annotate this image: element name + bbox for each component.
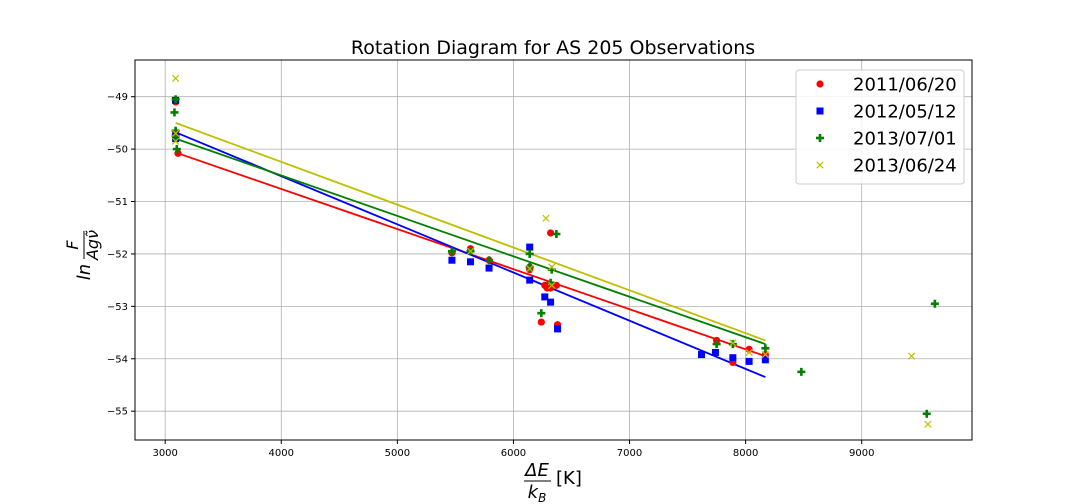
data-point — [908, 352, 916, 360]
data-point — [548, 281, 556, 290]
data-point — [541, 293, 549, 301]
data-point — [525, 263, 534, 272]
legend-marker-1 — [816, 107, 824, 115]
data-point — [172, 137, 180, 145]
data-point — [729, 339, 737, 347]
data-point — [466, 258, 474, 266]
y-tick-label: −50 — [107, 145, 128, 156]
y-tick-label: −53 — [107, 302, 128, 313]
data-point — [526, 264, 534, 273]
data-point — [546, 229, 555, 237]
data-point — [537, 309, 546, 318]
data-point — [712, 340, 721, 349]
data-point — [797, 367, 806, 376]
data-point — [548, 263, 556, 271]
data-point — [552, 281, 561, 289]
data-point — [485, 264, 493, 272]
x-tick-label: 8000 — [733, 448, 758, 459]
data-point — [922, 409, 931, 418]
data-point — [924, 420, 932, 428]
fit-line-3 — [175, 122, 766, 342]
data-point — [547, 298, 555, 306]
data-point — [761, 350, 769, 359]
y-label-denominator: Agν̃ — [83, 230, 102, 261]
data-point — [170, 108, 179, 117]
grid — [135, 60, 972, 440]
data-point — [745, 357, 753, 365]
data-point — [761, 356, 769, 364]
x-tick-label: 3000 — [152, 448, 177, 459]
legend-marker-0 — [816, 80, 824, 88]
data-point — [485, 256, 494, 265]
x-tick-label: 9000 — [849, 448, 874, 459]
data-point — [171, 95, 180, 104]
data-point — [537, 318, 545, 326]
data-points — [170, 74, 939, 428]
legend-label-1: 2012/05/12 — [853, 102, 957, 123]
series-2-points — [170, 95, 939, 418]
data-point — [930, 299, 939, 308]
y-tick-label: −52 — [107, 249, 128, 260]
data-point — [698, 351, 706, 359]
axis-ticks: 3000 4000 5000 6000 7000 8000 9000 −55 −54 −53 −52… — [107, 92, 875, 459]
x-axis-label: ΔE kB [K] — [523, 460, 582, 504]
data-point — [546, 278, 555, 287]
data-point — [711, 348, 719, 356]
data-point — [554, 325, 562, 333]
y-tick-label: −49 — [107, 92, 128, 103]
legend-label-0: 2011/06/20 — [853, 75, 957, 96]
legend-marker-3 — [816, 161, 824, 169]
data-point — [542, 214, 550, 222]
legend-label-2: 2013/07/01 — [853, 129, 957, 150]
data-point — [526, 243, 534, 251]
plot-frame — [134, 59, 973, 441]
series-3-points — [172, 74, 932, 428]
legend-box — [795, 69, 965, 185]
fit-line-2 — [175, 137, 766, 345]
chart-title: Rotation Diagram for AS 205 Observations — [351, 37, 755, 59]
y-tick-label: −55 — [107, 407, 128, 418]
y-label-prefix: ln — [74, 264, 95, 280]
y-axis-label: ln F Agν̃ — [63, 230, 102, 280]
y-tick-label: −54 — [107, 354, 128, 365]
data-point — [745, 348, 753, 357]
data-point — [448, 256, 456, 264]
data-point — [525, 249, 534, 258]
x-tick-label: 5000 — [385, 448, 410, 459]
data-point — [526, 276, 534, 284]
data-point — [172, 129, 180, 138]
legend-marker-2 — [816, 134, 824, 142]
data-point — [729, 354, 737, 362]
legend: 2011/06/20 2012/05/12 2013/07/01 2013/06/24 — [795, 69, 965, 185]
x-label-unit: [K] — [556, 468, 582, 489]
x-tick-label: 4000 — [269, 448, 294, 459]
data-point — [761, 344, 770, 353]
data-point — [447, 247, 456, 256]
y-label-numerator: F — [63, 240, 82, 250]
data-point — [552, 230, 561, 239]
x-tick-label: 6000 — [501, 448, 526, 459]
legend-label-3: 2013/06/24 — [853, 156, 957, 177]
y-tick-label: −51 — [107, 197, 128, 208]
x-tick-label: 7000 — [617, 448, 642, 459]
data-point — [466, 247, 475, 255]
data-point — [172, 145, 181, 154]
data-point — [728, 340, 737, 349]
data-point — [172, 74, 180, 82]
x-label-numerator: ΔE — [523, 460, 549, 481]
x-label-denominator: kB — [528, 482, 547, 504]
